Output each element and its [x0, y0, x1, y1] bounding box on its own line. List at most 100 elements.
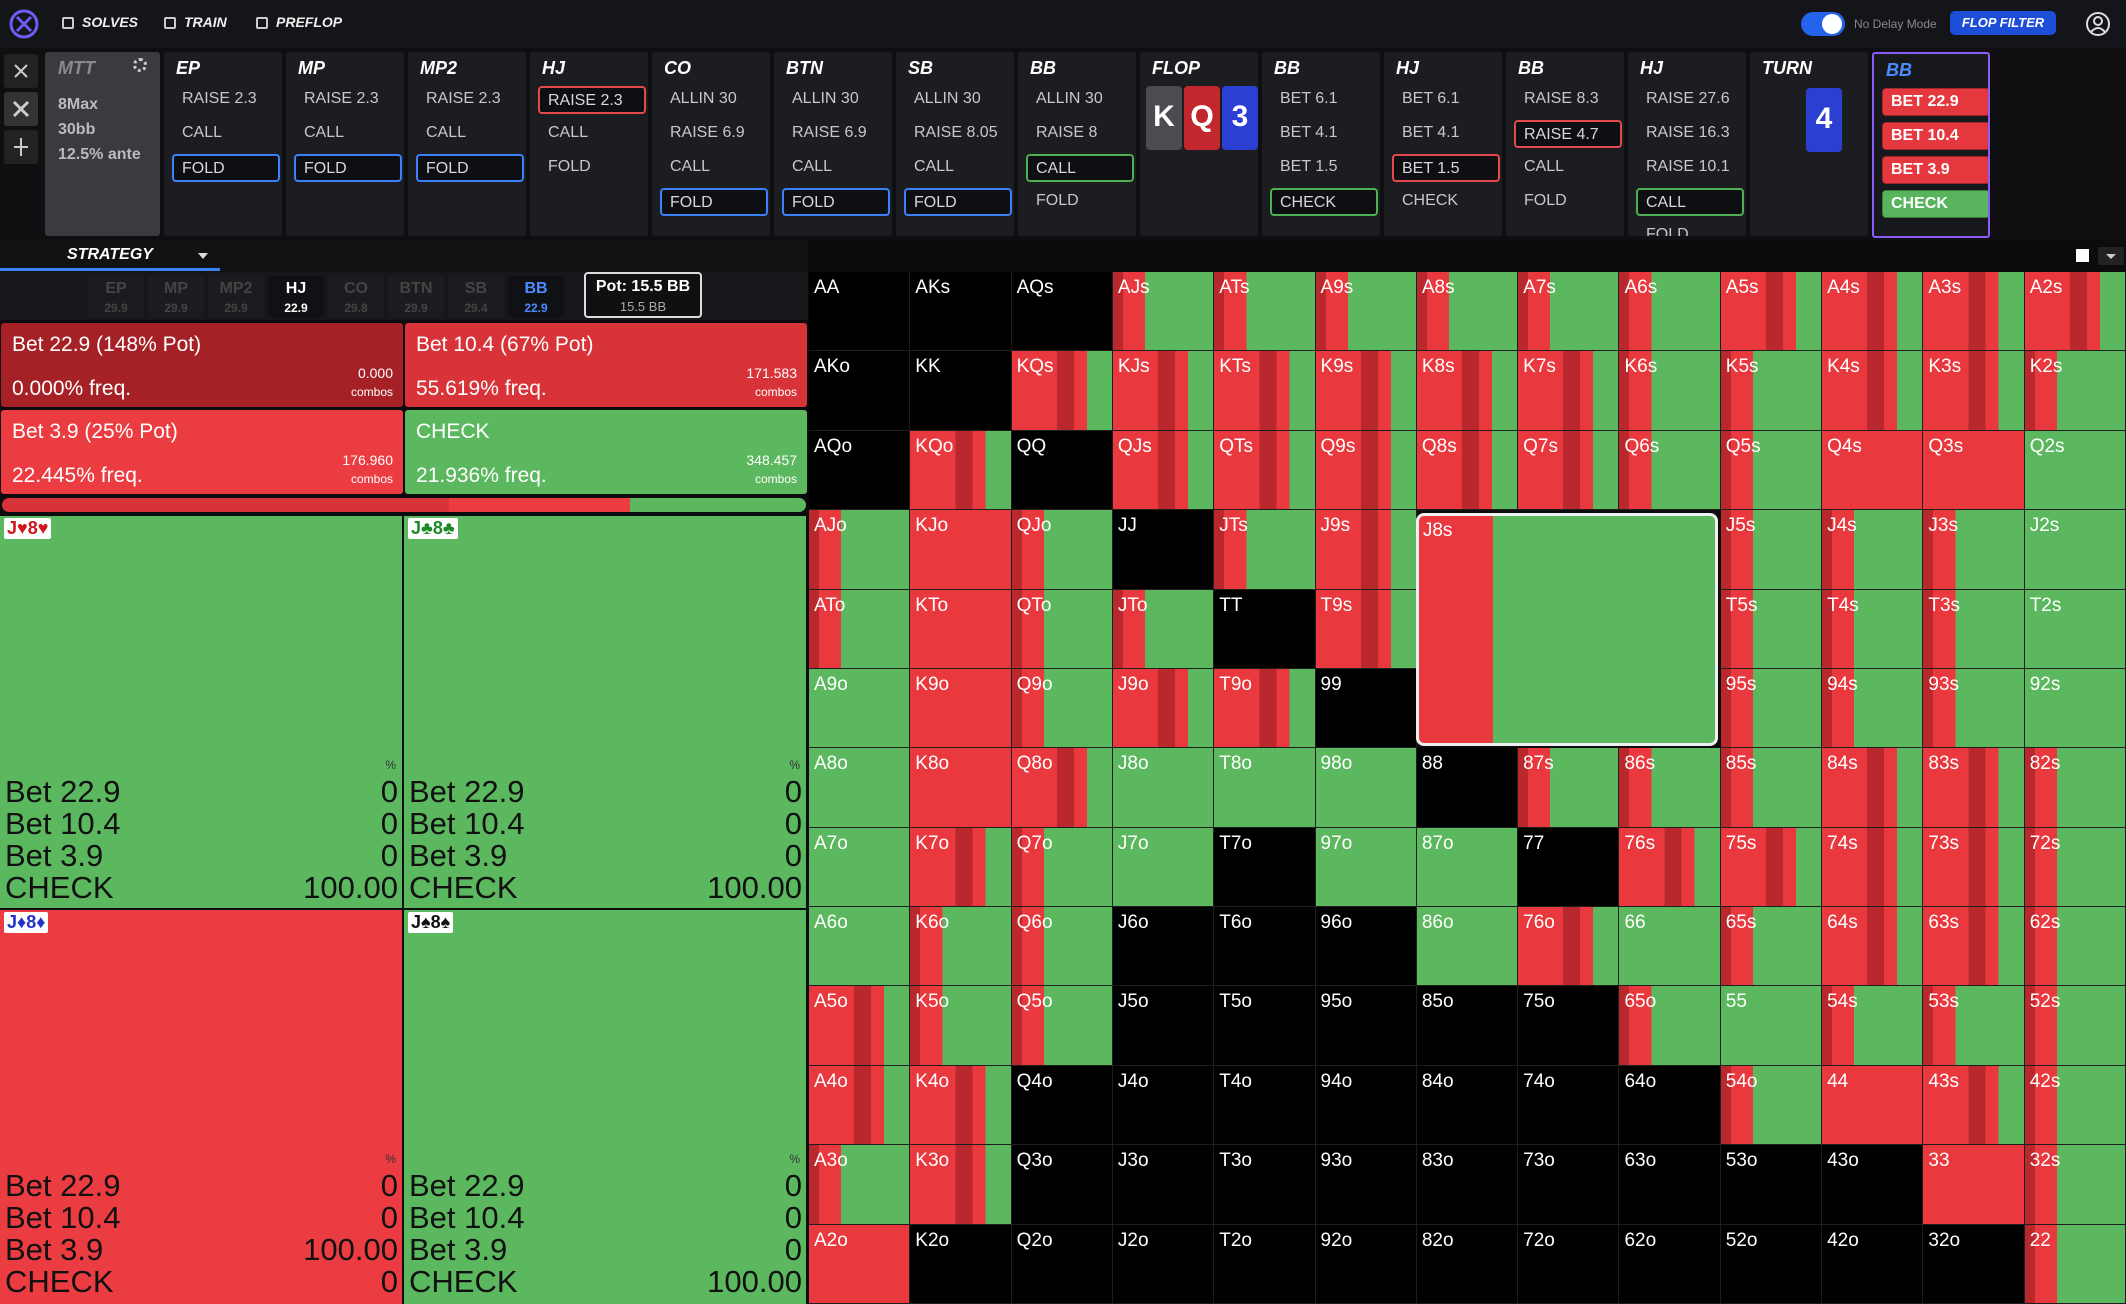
- hand-cell[interactable]: 95s: [1720, 668, 1823, 749]
- action-option[interactable]: RAISE 2.3: [182, 90, 257, 107]
- gear-icon[interactable]: [133, 58, 147, 72]
- action-column[interactable]: HJ RAISE 27.6 RAISE 16.3 RAISE 10.1 CALL FOLD: [1628, 52, 1746, 236]
- action-option[interactable]: FOLD: [782, 188, 890, 216]
- hand-cell[interactable]: 99: [1315, 668, 1417, 749]
- hand-cell[interactable]: J3o: [1112, 1145, 1215, 1225]
- hand-cell[interactable]: A9o: [809, 668, 911, 749]
- hand-cell[interactable]: AQo: [809, 430, 911, 511]
- hand-cell[interactable]: 94s: [1822, 668, 1924, 749]
- action-option[interactable]: RAISE 2.3: [304, 90, 379, 107]
- action-column[interactable]: FLOP K Q 3: [1140, 52, 1258, 236]
- hand-cell[interactable]: 83s: [1923, 748, 2025, 828]
- hand-cell[interactable]: Q9o: [1011, 668, 1113, 749]
- hand-cell[interactable]: A6s: [1619, 272, 1721, 352]
- hand-cell[interactable]: Q7o: [1011, 827, 1113, 908]
- hand-cell[interactable]: 93s: [1923, 668, 2025, 749]
- hand-cell[interactable]: 75s: [1720, 827, 1823, 908]
- hand-cell[interactable]: A5s: [1720, 272, 1823, 352]
- action-column[interactable]: BB BET 22.9 BET 10.4 BET 3.9 CHECK: [1872, 52, 1990, 238]
- hand-cell[interactable]: 82s: [2024, 748, 2126, 828]
- hand-cell[interactable]: 52o: [1720, 1224, 1823, 1304]
- hand-cell[interactable]: 74s: [1822, 827, 1924, 908]
- action-column[interactable]: BTN ALLIN 30 RAISE 6.9 CALL FOLD: [774, 52, 892, 236]
- hand-cell[interactable]: 92o: [1315, 1224, 1417, 1304]
- action-option[interactable]: CHECK: [1402, 192, 1459, 209]
- position[interactable]: BTN 29.9: [388, 276, 444, 318]
- hand-cell[interactable]: KQs: [1011, 351, 1113, 431]
- hand-cell[interactable]: Q5s: [1720, 430, 1823, 511]
- hand-cell[interactable]: Q9s: [1315, 430, 1417, 511]
- hand-cell[interactable]: 97o: [1315, 827, 1417, 908]
- hand-cell[interactable]: K6o: [910, 907, 1012, 987]
- hand-cell[interactable]: K9s: [1315, 351, 1417, 431]
- hand-cell[interactable]: T2o: [1214, 1224, 1316, 1304]
- hand-cell[interactable]: J2o: [1112, 1224, 1215, 1304]
- action-option[interactable]: FOLD: [1646, 226, 1689, 236]
- hand-cell[interactable]: 66: [1619, 907, 1721, 987]
- flop-filter-button[interactable]: FLOP FILTER: [1950, 11, 2056, 35]
- action-option[interactable]: FOLD: [548, 158, 591, 175]
- action-column[interactable]: BB RAISE 8.3 RAISE 4.7 CALL FOLD: [1506, 52, 1624, 236]
- hand-cell[interactable]: 65o: [1619, 986, 1721, 1066]
- hand-cell[interactable]: 86s: [1619, 748, 1721, 828]
- hand-cell[interactable]: 42s: [2024, 1065, 2126, 1146]
- hand-cell[interactable]: 33: [1923, 1145, 2025, 1225]
- action-option[interactable]: CALL: [914, 158, 955, 175]
- action-option[interactable]: RAISE 8: [1036, 124, 1098, 141]
- hand-cell[interactable]: 44: [1822, 1065, 1924, 1146]
- hand-cell[interactable]: K9o: [910, 668, 1012, 749]
- hand-cell[interactable]: 75o: [1518, 986, 1620, 1066]
- hand-cell[interactable]: 54s: [1822, 986, 1924, 1066]
- action-option[interactable]: RAISE 4.7: [1514, 120, 1622, 148]
- hand-cell[interactable]: A7s: [1518, 272, 1620, 352]
- hand-cell[interactable]: J8o: [1112, 748, 1215, 828]
- selected-hand[interactable]: J8s: [1415, 513, 1718, 747]
- hand-cell[interactable]: K3s: [1923, 351, 2025, 431]
- hand-cell[interactable]: T7o: [1214, 827, 1316, 908]
- hand-cell[interactable]: T4s: [1822, 589, 1924, 669]
- action-summary[interactable]: Bet 3.9 (25% Pot) 22.445% freq. 176.960 com…: [1, 410, 403, 494]
- hand-cell[interactable]: 52s: [2024, 986, 2126, 1066]
- hand-cell[interactable]: 94o: [1315, 1065, 1417, 1146]
- position[interactable]: BB 22.9: [508, 276, 564, 318]
- action-option[interactable]: FOLD: [904, 188, 1012, 216]
- hand-cell[interactable]: J6o: [1112, 907, 1215, 987]
- side-tools[interactable]: [4, 54, 38, 164]
- action-option[interactable]: ALLIN 30: [1036, 90, 1103, 107]
- hand-cell[interactable]: KJs: [1112, 351, 1215, 431]
- action-option[interactable]: RAISE 2.3: [426, 90, 501, 107]
- hand-cell[interactable]: J5o: [1112, 986, 1215, 1066]
- action-option[interactable]: BET 3.9: [1882, 156, 1988, 184]
- nav-icon[interactable]: [256, 17, 268, 29]
- action-option[interactable]: CHECK: [1270, 188, 1378, 216]
- nav-icon[interactable]: [164, 17, 176, 29]
- nav-item[interactable]: TRAIN: [184, 14, 227, 30]
- action-option[interactable]: FOLD: [416, 154, 524, 182]
- hand-cell[interactable]: AJs: [1112, 272, 1215, 352]
- user-icon[interactable]: [2084, 10, 2112, 38]
- action-column[interactable]: MP2 RAISE 2.3 CALL FOLD: [408, 52, 526, 236]
- action-option[interactable]: ALLIN 30: [670, 90, 737, 107]
- hand-cell[interactable]: Q4o: [1011, 1065, 1113, 1146]
- hand-cell[interactable]: AKs: [910, 272, 1012, 352]
- hand-cell[interactable]: 73s: [1923, 827, 2025, 908]
- hand-cell[interactable]: Q6s: [1619, 430, 1721, 511]
- hand-cell[interactable]: 63s: [1923, 907, 2025, 987]
- hand-cell[interactable]: 87s: [1518, 748, 1620, 828]
- hand-cell[interactable]: Q4s: [1822, 430, 1924, 511]
- hand-cell[interactable]: 85s: [1720, 748, 1823, 828]
- hand-cell[interactable]: Q6o: [1011, 907, 1113, 987]
- action-option[interactable]: CALL: [548, 124, 589, 141]
- action-option[interactable]: CALL: [1026, 154, 1134, 182]
- action-column[interactable]: CO ALLIN 30 RAISE 6.9 CALL FOLD: [652, 52, 770, 236]
- hand-cell[interactable]: AJo: [809, 510, 911, 590]
- hand-cell[interactable]: Q2o: [1011, 1224, 1113, 1304]
- hand-cell[interactable]: K3o: [910, 1145, 1012, 1225]
- hand-cell[interactable]: Q3s: [1923, 430, 2025, 511]
- hand-cell[interactable]: T3o: [1214, 1145, 1316, 1225]
- action-column[interactable]: SB ALLIN 30 RAISE 8.05 CALL FOLD: [896, 52, 1014, 236]
- action-option[interactable]: ALLIN 30: [914, 90, 981, 107]
- hand-cell[interactable]: J7o: [1112, 827, 1215, 908]
- action-option[interactable]: FOLD: [1036, 192, 1079, 209]
- hand-cell[interactable]: 85o: [1416, 986, 1519, 1066]
